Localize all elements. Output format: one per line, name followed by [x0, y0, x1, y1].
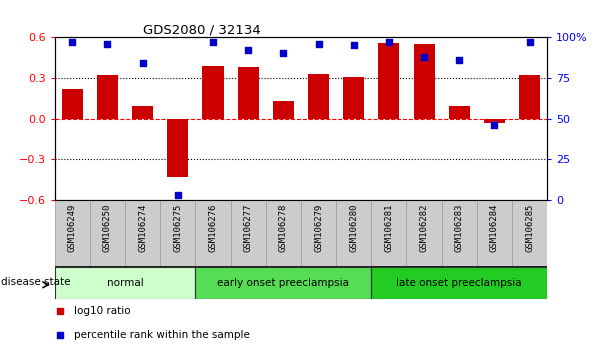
- Bar: [125, 200, 161, 267]
- Bar: [202, 66, 224, 119]
- Bar: [273, 101, 294, 119]
- Bar: [62, 89, 83, 119]
- Text: disease state: disease state: [1, 276, 71, 287]
- Bar: [195, 267, 371, 299]
- Point: [67, 39, 77, 45]
- Text: GDS2080 / 32134: GDS2080 / 32134: [143, 23, 261, 36]
- Text: GSM106276: GSM106276: [209, 203, 218, 252]
- Point: [138, 61, 148, 66]
- Text: log10 ratio: log10 ratio: [74, 306, 131, 316]
- Point: [278, 51, 288, 56]
- Text: GSM106281: GSM106281: [384, 203, 393, 252]
- Bar: [55, 267, 195, 299]
- Text: GSM106285: GSM106285: [525, 203, 534, 252]
- Bar: [371, 267, 547, 299]
- Bar: [477, 200, 512, 267]
- Bar: [371, 200, 407, 267]
- Bar: [413, 44, 435, 119]
- Bar: [441, 200, 477, 267]
- Point: [243, 47, 253, 53]
- Point: [454, 57, 464, 63]
- Bar: [407, 200, 441, 267]
- Text: normal: normal: [106, 278, 143, 288]
- Point: [208, 39, 218, 45]
- Text: GSM106275: GSM106275: [173, 203, 182, 252]
- Bar: [301, 200, 336, 267]
- Point: [525, 39, 534, 45]
- Point: [419, 54, 429, 59]
- Text: late onset preeclampsia: late onset preeclampsia: [396, 278, 522, 288]
- Text: GSM106274: GSM106274: [138, 203, 147, 252]
- Bar: [238, 67, 259, 119]
- Point: [173, 192, 182, 198]
- Text: early onset preeclampsia: early onset preeclampsia: [218, 278, 350, 288]
- Text: GSM106278: GSM106278: [279, 203, 288, 252]
- Text: GSM106250: GSM106250: [103, 203, 112, 252]
- Point: [314, 41, 323, 46]
- Bar: [308, 74, 329, 119]
- Point: [489, 122, 499, 128]
- Bar: [55, 200, 90, 267]
- Bar: [519, 75, 540, 119]
- Bar: [161, 200, 195, 267]
- Text: GSM106282: GSM106282: [420, 203, 429, 252]
- Bar: [378, 42, 399, 119]
- Text: GSM106284: GSM106284: [490, 203, 499, 252]
- Point: [349, 42, 359, 48]
- Text: GSM106277: GSM106277: [244, 203, 253, 252]
- Bar: [230, 200, 266, 267]
- Point: [384, 39, 394, 45]
- Bar: [90, 200, 125, 267]
- Text: GSM106283: GSM106283: [455, 203, 464, 252]
- Point: [103, 41, 112, 46]
- Text: GSM106249: GSM106249: [68, 203, 77, 252]
- Text: GSM106279: GSM106279: [314, 203, 323, 252]
- Text: percentile rank within the sample: percentile rank within the sample: [74, 330, 250, 340]
- Bar: [336, 200, 371, 267]
- Bar: [97, 75, 118, 119]
- Bar: [484, 119, 505, 123]
- Bar: [167, 119, 188, 177]
- Text: GSM106280: GSM106280: [349, 203, 358, 252]
- Bar: [266, 200, 301, 267]
- Bar: [132, 106, 153, 119]
- Bar: [449, 106, 470, 119]
- Bar: [512, 200, 547, 267]
- Bar: [343, 76, 364, 119]
- Bar: [195, 200, 230, 267]
